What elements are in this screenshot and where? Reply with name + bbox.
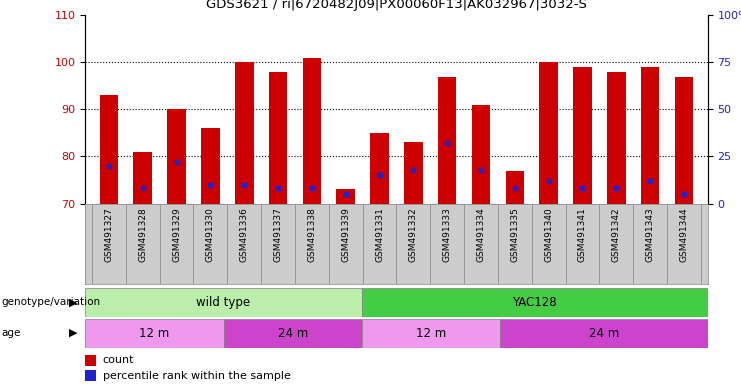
Point — [306, 185, 318, 192]
Text: GSM491332: GSM491332 — [409, 208, 418, 262]
Text: GSM491344: GSM491344 — [679, 208, 688, 262]
Text: ▶: ▶ — [70, 297, 78, 308]
Bar — [224, 319, 362, 348]
Text: GSM491342: GSM491342 — [612, 208, 621, 262]
Bar — [133, 152, 152, 204]
Bar — [362, 288, 708, 317]
Title: GDS3621 / ri|6720482J09|PX00060F13|AK032967|3032-S: GDS3621 / ri|6720482J09|PX00060F13|AK032… — [206, 0, 587, 12]
Bar — [362, 319, 500, 348]
Point — [239, 182, 250, 188]
Bar — [235, 62, 253, 204]
Point — [272, 185, 284, 192]
Bar — [641, 67, 659, 204]
Point — [441, 140, 453, 146]
Bar — [85, 355, 96, 366]
Point — [509, 185, 521, 192]
Point — [611, 185, 622, 192]
Bar — [85, 370, 96, 381]
Point — [678, 191, 690, 197]
Point — [205, 182, 216, 188]
Text: 24 m: 24 m — [278, 327, 308, 339]
Text: 12 m: 12 m — [416, 327, 446, 339]
Point — [644, 178, 656, 184]
Text: GSM491333: GSM491333 — [442, 208, 452, 262]
Point — [475, 167, 487, 173]
Point — [408, 167, 419, 173]
Text: GSM491335: GSM491335 — [511, 208, 519, 262]
Text: YAC128: YAC128 — [513, 296, 557, 309]
Text: GSM491328: GSM491328 — [139, 208, 147, 262]
Bar — [500, 319, 708, 348]
Bar — [269, 72, 288, 204]
Bar — [438, 76, 456, 204]
Text: GSM491334: GSM491334 — [476, 208, 485, 262]
Text: 12 m: 12 m — [139, 327, 170, 339]
Bar — [167, 109, 186, 204]
Bar — [370, 133, 389, 204]
Text: GSM491339: GSM491339 — [341, 208, 350, 262]
Text: GSM491329: GSM491329 — [172, 208, 181, 262]
Bar — [85, 319, 224, 348]
Text: GSM491337: GSM491337 — [273, 208, 282, 262]
Text: GSM491340: GSM491340 — [544, 208, 554, 262]
Bar — [85, 288, 362, 317]
Text: GSM491336: GSM491336 — [239, 208, 249, 262]
Bar — [539, 62, 558, 204]
Text: GSM491338: GSM491338 — [308, 208, 316, 262]
Text: count: count — [103, 356, 134, 366]
Point — [373, 172, 385, 179]
Bar — [607, 72, 625, 204]
Point — [576, 185, 588, 192]
Bar — [336, 189, 355, 204]
Bar — [404, 142, 422, 204]
Text: GSM491327: GSM491327 — [104, 208, 113, 262]
Point — [170, 159, 182, 165]
Text: wild type: wild type — [196, 296, 250, 309]
Bar — [201, 128, 219, 204]
Point — [137, 185, 149, 192]
Text: GSM491343: GSM491343 — [645, 208, 654, 262]
Bar — [99, 95, 119, 204]
Text: 24 m: 24 m — [589, 327, 619, 339]
Text: age: age — [1, 328, 21, 338]
Point — [340, 191, 352, 197]
Bar — [505, 170, 524, 204]
Text: percentile rank within the sample: percentile rank within the sample — [103, 371, 290, 381]
Text: ▶: ▶ — [70, 328, 78, 338]
Bar — [472, 105, 491, 204]
Bar — [302, 58, 321, 204]
Text: GSM491331: GSM491331 — [375, 208, 384, 262]
Bar — [674, 76, 694, 204]
Point — [103, 163, 115, 169]
Bar — [574, 67, 592, 204]
Point — [542, 178, 554, 184]
Text: genotype/variation: genotype/variation — [1, 297, 101, 308]
Text: GSM491330: GSM491330 — [206, 208, 215, 262]
Text: GSM491341: GSM491341 — [578, 208, 587, 262]
